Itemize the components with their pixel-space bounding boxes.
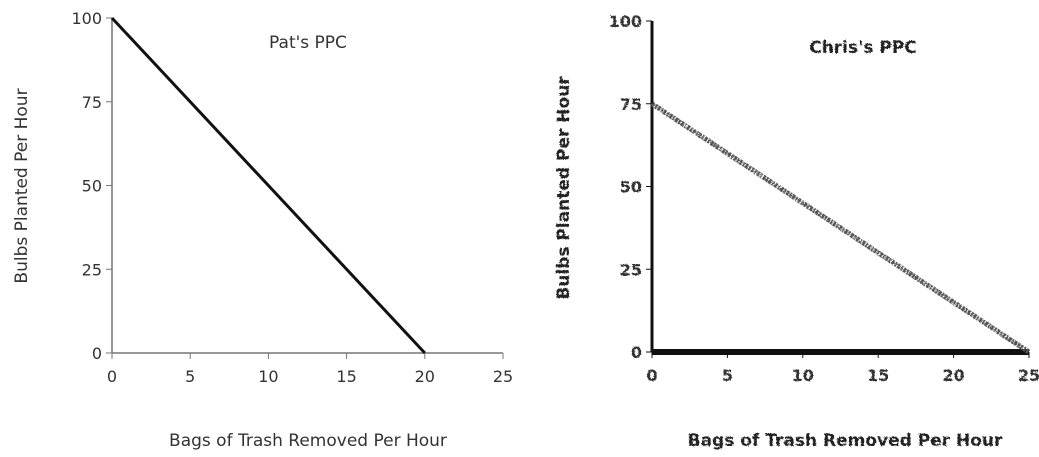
y-tick-label: 0 bbox=[631, 343, 642, 362]
y-axis-title: Bulbs Planted Per Hour bbox=[554, 76, 574, 300]
chart-title: Pat's PPC bbox=[269, 33, 347, 53]
chart-title: Chris's PPC bbox=[809, 38, 917, 58]
y-tick-label: 25 bbox=[620, 260, 642, 279]
x-tick-label: 0 bbox=[107, 367, 117, 386]
y-tick-label: 50 bbox=[82, 177, 102, 196]
y-tick-label: 0 bbox=[92, 344, 102, 363]
x-tick-label: 0 bbox=[646, 366, 657, 385]
chriss-ppc-chart: Chris's PPC Bags of Trash Removed Per Ho… bbox=[545, 0, 1039, 453]
x-tick-label: 15 bbox=[336, 367, 356, 386]
y-tick-label: 100 bbox=[609, 12, 642, 31]
x-tick-label: 20 bbox=[942, 366, 964, 385]
ppc-line bbox=[650, 101, 1031, 355]
x-tick-label: 15 bbox=[867, 366, 889, 385]
y-tick-label: 50 bbox=[620, 178, 642, 197]
x-tick-label: 5 bbox=[185, 367, 195, 386]
pats-ppc-chart: Pat's PPC Bags of Trash Removed Per Hour… bbox=[0, 0, 520, 453]
y-tick-label: 25 bbox=[82, 260, 102, 279]
pats-ppc-plot: Pat's PPC Bags of Trash Removed Per Hour… bbox=[12, 9, 513, 451]
ppc-line bbox=[110, 16, 426, 355]
y-tick-label: 100 bbox=[71, 9, 102, 28]
x-axis-title: Bags of Trash Removed Per Hour bbox=[169, 431, 447, 451]
x-tick-label: 10 bbox=[792, 366, 814, 385]
x-axis-title: Bags of Trash Removed Per Hour bbox=[688, 431, 1003, 451]
y-tick-label: 75 bbox=[82, 93, 102, 112]
x-tick-label: 10 bbox=[258, 367, 278, 386]
y-axis-title: Bulbs Planted Per Hour bbox=[12, 88, 32, 283]
x-tick-label: 5 bbox=[722, 366, 733, 385]
y-tick-label: 75 bbox=[620, 95, 642, 114]
x-tick-label: 25 bbox=[493, 367, 513, 386]
x-tick-label: 20 bbox=[415, 367, 435, 386]
x-tick-label: 25 bbox=[1018, 366, 1039, 385]
chriss-ppc-plot: Chris's PPC Bags of Trash Removed Per Ho… bbox=[554, 12, 1039, 451]
